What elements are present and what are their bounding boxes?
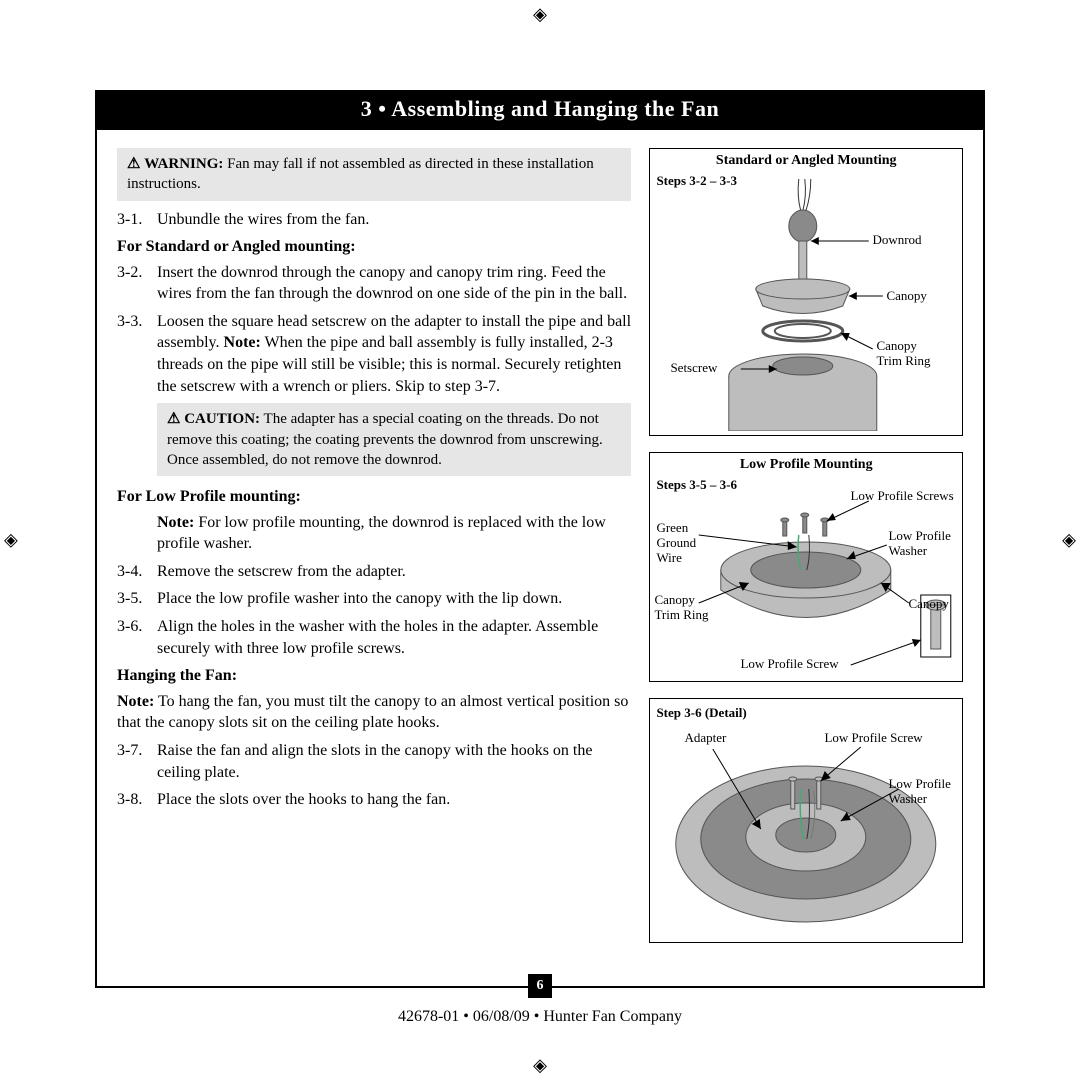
- step-3-4: 3-4. Remove the setscrew from the adapte…: [117, 561, 631, 583]
- label-canopy-2: Canopy: [908, 597, 948, 612]
- caution-lead: CAUTION:: [184, 411, 260, 427]
- label-setscrew: Setscrew: [670, 361, 717, 376]
- figure-low-profile: Low Profile Mounting Steps 3-5 – 3-6: [649, 452, 963, 682]
- figure-column: Standard or Angled Mounting Steps 3-2 – …: [649, 148, 963, 959]
- page-number: 6: [528, 974, 552, 998]
- label-lp-washer-3: Low ProfileWasher: [888, 777, 950, 807]
- standard-mounting-head: For Standard or Angled mounting:: [117, 236, 631, 258]
- page: 3 • Assembling and Hanging the Fan ⚠ WAR…: [95, 90, 985, 1026]
- warning-icon: ⚠: [127, 156, 140, 172]
- crop-mark-top: ◈: [533, 4, 547, 25]
- crop-mark-left: ◈: [4, 530, 18, 551]
- step-3-7: 3-7. Raise the fan and align the slots i…: [117, 740, 631, 783]
- label-lp-screw-bottom: Low Profile Screw: [740, 657, 838, 672]
- figure-detail: Step 3-6 (Detail): [649, 698, 963, 943]
- label-ground-wire: GreenGroundWire: [656, 521, 696, 566]
- label-lp-screws: Low Profile Screws: [850, 489, 953, 504]
- label-trim-ring-2: CanopyTrim Ring: [654, 593, 708, 623]
- hanging-note: Note: To hang the fan, you must tilt the…: [117, 691, 631, 734]
- figure-2-svg: [650, 475, 962, 675]
- content-frame: ⚠ WARNING: Fan may fall if not assembled…: [95, 128, 985, 988]
- step-3-6: 3-6. Align the holes in the washer with …: [117, 616, 631, 659]
- label-lp-screw-3: Low Profile Screw: [824, 731, 922, 746]
- step-3-8: 3-8. Place the slots over the hooks to h…: [117, 789, 631, 811]
- text-column: ⚠ WARNING: Fan may fall if not assembled…: [117, 148, 631, 959]
- crop-mark-right: ◈: [1062, 530, 1076, 551]
- caution-icon: ⚠: [167, 411, 180, 427]
- warning-lead: WARNING:: [144, 156, 223, 172]
- step-3-2: 3-2. Insert the downrod through the cano…: [117, 262, 631, 305]
- label-canopy: Canopy: [886, 289, 926, 304]
- figure-standard-mounting: Standard or Angled Mounting Steps 3-2 – …: [649, 148, 963, 436]
- label-downrod: Downrod: [872, 233, 921, 248]
- low-profile-note: Note: For low profile mounting, the down…: [157, 512, 631, 555]
- label-lp-washer: Low ProfileWasher: [888, 529, 950, 559]
- label-trim-ring: CanopyTrim Ring: [876, 339, 930, 369]
- footer: 42678-01 • 06/08/09 • Hunter Fan Company: [95, 1008, 985, 1026]
- label-adapter: Adapter: [684, 731, 726, 746]
- step-3-3: 3-3. Loosen the square head setscrew on …: [117, 311, 631, 397]
- low-profile-head: For Low Profile mounting:: [117, 486, 631, 508]
- warning-callout: ⚠ WARNING: Fan may fall if not assembled…: [117, 148, 631, 201]
- step-3-5: 3-5. Place the low profile washer into t…: [117, 588, 631, 610]
- step-3-1: 3-1. Unbundle the wires from the fan.: [117, 209, 631, 231]
- crop-mark-bottom: ◈: [533, 1055, 547, 1076]
- hanging-head: Hanging the Fan:: [117, 665, 631, 687]
- section-title: 3 • Assembling and Hanging the Fan: [95, 90, 985, 128]
- caution-callout: ⚠ CAUTION: The adapter has a special coa…: [157, 403, 631, 476]
